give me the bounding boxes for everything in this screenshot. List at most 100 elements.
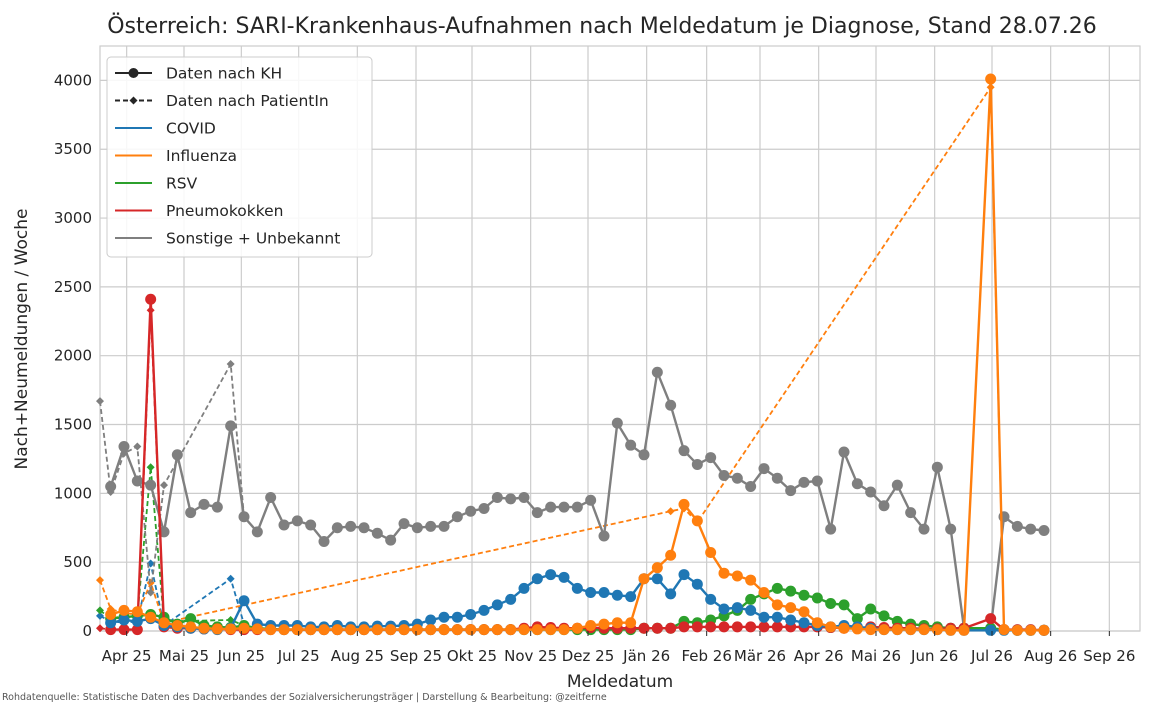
y-tick-label: 0 [82,622,92,640]
data-point [558,571,570,583]
data-point [638,449,650,461]
data-point [878,624,890,636]
data-point [598,618,610,630]
data-point [851,613,863,625]
data-point [838,599,850,611]
legend-label: Sonstige + Unbekannt [166,230,340,248]
series-1 [105,73,1050,636]
data-point [518,582,530,594]
data-point [531,507,543,519]
data-point [865,603,877,615]
data-point [425,614,437,626]
data-point [851,478,863,490]
data-point [160,481,168,490]
data-point [198,498,210,510]
data-point [158,617,170,629]
data-point [865,486,877,498]
data-point [478,604,490,616]
data-point [1038,624,1050,636]
data-point [305,519,317,531]
legend-label: COVID [166,120,216,138]
data-point [731,570,743,582]
data-point [945,624,957,636]
data-point [718,469,730,481]
data-point [265,624,277,636]
data-point [891,624,903,636]
data-point [238,595,250,607]
data-point [665,549,677,561]
x-tick-label: Aug 26 [1024,647,1077,665]
data-point [398,624,410,636]
data-point [718,603,730,615]
data-point [146,588,155,597]
data-point [598,530,610,542]
data-point [678,498,690,510]
data-point [811,617,823,629]
x-tick-label: Sep 26 [1083,647,1135,665]
data-point [558,624,570,636]
y-tick-label: 500 [63,553,92,571]
data-point [585,619,597,631]
data-point [651,622,663,634]
series-layer [96,73,1050,636]
data-point [291,624,303,636]
data-point [931,461,943,473]
data-point [531,624,543,636]
data-point [226,359,235,368]
data-point [1025,523,1037,535]
x-tick-label: Sep 25 [390,647,442,665]
data-point [878,500,890,512]
data-point [545,624,557,636]
data-point [625,617,637,629]
data-point [798,617,810,629]
data-point [105,617,117,629]
data-point [438,520,450,532]
data-point [798,606,810,618]
data-point [718,567,730,579]
data-point [558,501,570,513]
data-point [691,515,703,527]
data-point [665,399,677,411]
y-axis-ticks: 0 500 1000 1500 2000 2500 3000 3500 4000 [54,71,92,640]
data-point [105,480,117,492]
data-point [931,624,943,636]
y-tick-label: 2000 [54,347,92,365]
legend: Daten nach KH Daten nach PatientIn COVID In… [106,56,373,258]
data-point [958,624,970,636]
data-point [171,449,183,461]
data-point [585,586,597,598]
x-tick-label: Apr 25 [102,647,152,665]
data-point [838,446,850,458]
data-point [411,522,423,534]
data-point [545,569,557,581]
data-point [291,515,303,527]
data-point [666,507,675,516]
data-point [731,472,743,484]
data-point [638,622,650,634]
data-point [745,574,757,586]
data-point [438,611,450,623]
data-point [905,624,917,636]
data-point [198,622,210,634]
data-point [345,520,357,532]
y-tick-label: 4000 [54,71,92,89]
data-point [105,608,117,620]
data-point [625,439,637,451]
data-point [425,624,437,636]
data-point [771,599,783,611]
footer-source: Rohdatenquelle: Statistische Daten des D… [2,692,607,703]
data-point [1011,624,1023,636]
y-tick-label: 3000 [54,209,92,227]
data-point [785,485,797,497]
data-point [731,602,743,614]
x-tick-label: Okt 25 [447,647,497,665]
data-point [785,585,797,597]
data-point [785,602,797,614]
data-point [918,624,930,636]
data-point [985,73,997,85]
x-tick-label: Mai 25 [159,647,209,665]
data-point [705,621,717,633]
data-point [465,624,477,636]
x-axis-ticks: Apr 25 Mai 25 Jun 25 Jul 25 Aug 25 Sep 25 Okt … [102,631,1135,665]
data-point [371,624,383,636]
